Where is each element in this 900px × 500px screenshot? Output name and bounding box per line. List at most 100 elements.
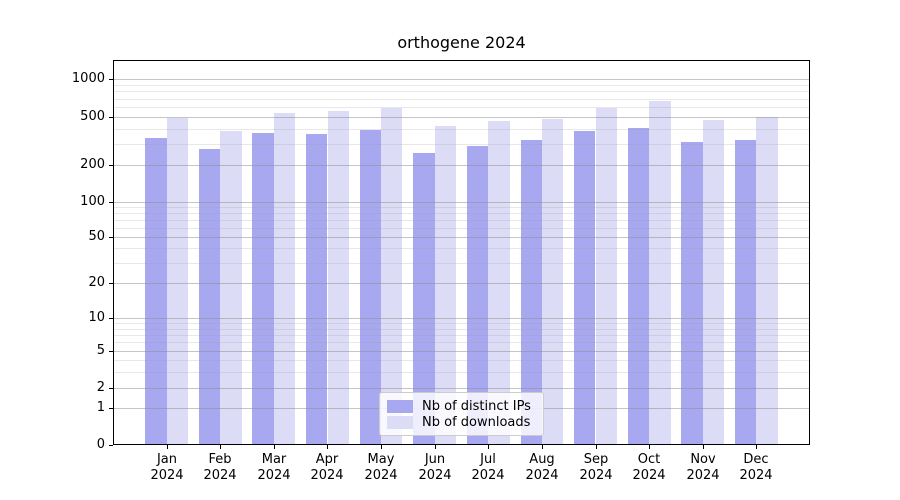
x-tick-label-jan: Jan 2024 (150, 452, 184, 483)
x-tick-label-oct: Oct 2024 (632, 452, 666, 483)
gridline-major-500 (113, 117, 810, 118)
legend-item-distinct-ips: Nb of distinct IPs (387, 399, 533, 414)
y-tick-20 (109, 283, 113, 284)
bar-ips-apr (306, 133, 328, 445)
bar-ips-nov (681, 142, 703, 445)
gridline-minor-900 (113, 85, 810, 86)
gridline-minor-300 (113, 144, 810, 145)
x-tick-dec (756, 445, 757, 449)
y-tick-label-0: 0 (96, 437, 105, 452)
y-tick-label-2: 2 (96, 380, 105, 395)
gridline-minor-800 (113, 91, 810, 92)
y-tick-1 (109, 408, 113, 409)
y-tick-10 (109, 318, 113, 319)
legend-label-distinct-ips: Nb of distinct IPs (422, 399, 531, 414)
gridline-minor-6 (113, 342, 810, 343)
bar-downloads-oct (649, 100, 671, 445)
gridline-major-20 (113, 283, 810, 284)
x-tick-label-jul: Jul 2024 (471, 452, 505, 483)
gridline-minor-40 (113, 248, 810, 249)
y-tick-label-100: 100 (80, 194, 105, 209)
bar-ips-oct (627, 128, 650, 445)
bar-downloads-apr (327, 110, 349, 445)
y-tick-label-5: 5 (96, 343, 105, 358)
gridline-minor-400 (113, 129, 810, 130)
x-tick-jul (488, 445, 489, 449)
gridline-minor-30 (113, 263, 810, 264)
gridline-major-100 (113, 202, 810, 203)
bar-ips-dec (735, 140, 757, 445)
gridline-major-2 (113, 388, 810, 389)
y-tick-200 (109, 165, 113, 166)
x-tick-label-dec: Dec 2024 (739, 452, 773, 483)
x-tick-label-feb: Feb 2024 (203, 452, 237, 483)
gridline-major-1000 (113, 79, 810, 80)
gridline-major-5 (113, 351, 810, 352)
gridline-minor-80 (113, 213, 810, 214)
bar-ips-mar (252, 132, 274, 445)
gridline-minor-4 (113, 360, 810, 361)
legend-swatch-downloads (387, 416, 413, 429)
legend: Nb of distinct IPs Nb of downloads (379, 392, 544, 436)
legend-label-downloads: Nb of downloads (422, 415, 531, 430)
x-tick-label-sep: Sep 2024 (579, 452, 613, 483)
bar-ips-may (359, 130, 382, 445)
bar-downloads-dec (756, 117, 778, 445)
bar-downloads-aug (541, 118, 564, 445)
x-tick-label-apr: Apr 2024 (310, 452, 344, 483)
x-tick-label-nov: Nov 2024 (686, 452, 720, 483)
gridline-major-200 (113, 165, 810, 166)
bar-downloads-sep (595, 107, 617, 445)
x-tick-apr (327, 445, 328, 449)
gridline-minor-700 (113, 99, 810, 100)
y-tick-0 (109, 445, 113, 446)
bar-downloads-may (381, 107, 403, 445)
y-tick-500 (109, 117, 113, 118)
y-tick-50 (109, 237, 113, 238)
bar-ips-sep (574, 131, 596, 445)
gridline-minor-8 (113, 329, 810, 330)
chart-title: orthogene 2024 (397, 33, 526, 52)
x-tick-label-mar: Mar 2024 (257, 452, 291, 483)
y-tick-label-200: 200 (80, 157, 105, 172)
gridline-major-10 (113, 318, 810, 319)
x-tick-aug (542, 445, 543, 449)
x-tick-label-jun: Jun 2024 (418, 452, 452, 483)
gridline-major-50 (113, 237, 810, 238)
y-tick-label-20: 20 (88, 275, 105, 290)
y-tick-label-1: 1 (96, 400, 105, 415)
bar-ips-jun (413, 153, 435, 445)
bar-downloads-feb (220, 131, 242, 445)
x-tick-may (381, 445, 382, 449)
x-tick-jun (435, 445, 436, 449)
legend-item-downloads: Nb of downloads (387, 415, 533, 430)
bar-ips-aug (520, 140, 542, 445)
x-tick-mar (274, 445, 275, 449)
y-tick-label-10: 10 (88, 310, 105, 325)
y-tick-100 (109, 202, 113, 203)
bar-downloads-jan (166, 118, 188, 445)
y-tick-label-1000: 1000 (71, 71, 105, 86)
y-tick-label-50: 50 (88, 229, 105, 244)
gridline-minor-70 (113, 220, 810, 221)
x-tick-feb (220, 445, 221, 449)
y-tick-2 (109, 388, 113, 389)
bar-ips-jul (466, 145, 489, 445)
y-tick-1000 (109, 79, 113, 80)
bar-downloads-jun (434, 126, 457, 445)
bar-downloads-nov (702, 120, 725, 445)
y-tick-5 (109, 351, 113, 352)
gridline-minor-9 (113, 323, 810, 324)
x-tick-label-may: May 2024 (364, 452, 398, 483)
x-tick-sep (596, 445, 597, 449)
x-tick-jan (167, 445, 168, 449)
gridline-minor-7 (113, 335, 810, 336)
gridline-minor-60 (113, 228, 810, 229)
x-tick-oct (649, 445, 650, 449)
bar-downloads-mar (273, 112, 296, 445)
gridline-minor-600 (113, 107, 810, 108)
y-tick-label-500: 500 (80, 109, 105, 124)
bar-ips-feb (198, 149, 221, 445)
gridline-minor-90 (113, 207, 810, 208)
